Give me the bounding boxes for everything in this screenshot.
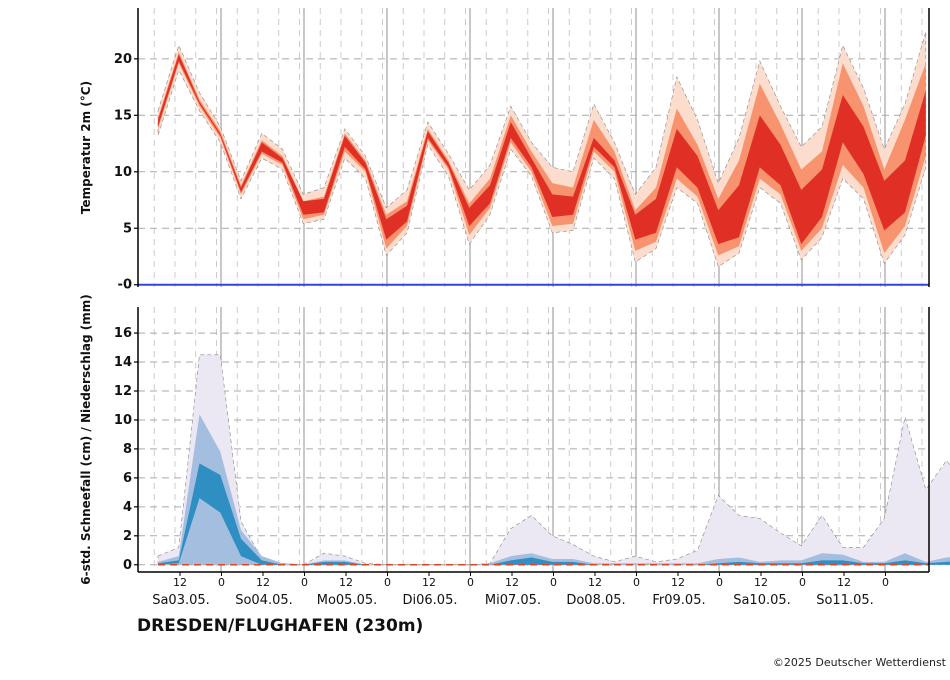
prec-ytick-label: 16	[114, 326, 132, 341]
x-hour-label: 0	[301, 576, 308, 589]
prec-ytick-label: 2	[123, 529, 132, 544]
x-day-label: Mi07.05.	[485, 593, 541, 608]
prec-outer-band	[157, 354, 950, 566]
x-hour-label: 0	[633, 576, 640, 589]
x-hour-label: 0	[550, 576, 557, 589]
x-hour-label: 12	[173, 576, 187, 589]
x-hour-label: 0	[384, 576, 391, 589]
x-hour-label: 0	[799, 576, 806, 589]
x-day-label: Fr09.05.	[652, 593, 705, 608]
x-day-label: So11.05.	[816, 593, 874, 608]
temp-ytick-label: 10	[114, 165, 132, 180]
x-hour-label: 0	[716, 576, 723, 589]
prec-mid-band	[158, 414, 950, 565]
prec-ytick-label: 6	[123, 471, 132, 486]
x-hour-label: 12	[422, 576, 436, 589]
temp-y-axis-label: Temperatur 2m (°C)	[79, 81, 93, 214]
x-day-label: Sa10.05.	[733, 593, 791, 608]
temp-inner-band	[158, 54, 926, 245]
x-day-label: Mo05.05.	[317, 593, 378, 608]
x-day-label: So04.05.	[235, 593, 293, 608]
x-day-label: Di06.05.	[403, 593, 458, 608]
prec-ytick-label: 4	[123, 500, 132, 515]
x-hour-label: 0	[218, 576, 225, 589]
prec-ytick-label: 12	[114, 384, 132, 399]
temp-ytick-label: 15	[114, 108, 132, 123]
x-hour-label: 12	[837, 576, 851, 589]
x-day-label: Do08.05.	[566, 593, 625, 608]
x-day-label: Sa03.05.	[152, 593, 210, 608]
temp-ytick-label: 5	[123, 221, 132, 236]
x-hour-label: 12	[754, 576, 768, 589]
x-hour-label: 12	[588, 576, 602, 589]
x-hour-label: 12	[505, 576, 519, 589]
prec-y-axis-label: 6-std. Schneefall (cm) / Niederschlag (m…	[79, 294, 93, 584]
x-hour-label: 12	[339, 576, 353, 589]
temp-ytick-label: 20	[114, 52, 132, 67]
prec-ytick-label: 8	[123, 442, 132, 457]
temp-ytick-label: -0	[118, 278, 132, 293]
x-hour-label: 0	[467, 576, 474, 589]
station-title: DRESDEN/FLUGHAFEN (230m)	[137, 616, 424, 636]
copyright-notice: ©2025 Deutscher Wetterdienst	[772, 656, 946, 669]
x-hour-label: 12	[256, 576, 270, 589]
prec-ytick-label: 10	[114, 413, 132, 428]
x-hour-label: 12	[671, 576, 685, 589]
prec-ytick-label: 0	[123, 558, 132, 573]
x-hour-label: 0	[882, 576, 889, 589]
prec-ytick-label: 14	[114, 355, 132, 370]
